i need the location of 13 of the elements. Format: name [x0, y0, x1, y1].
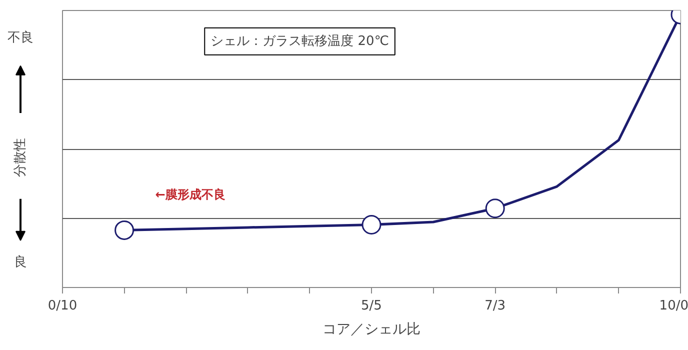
x-tick-label: 7/3 [484, 298, 506, 314]
x-tick-label: 5/5 [361, 298, 382, 314]
annotation: ←膜形成不良 [155, 188, 226, 202]
point [485, 198, 505, 218]
text: 不良 [8, 30, 34, 46]
text: 良 [14, 255, 27, 270]
point [362, 215, 382, 234]
x-tick-label: 10/0 [659, 298, 688, 314]
annotation: シェル：ガラス転移温度 20℃ [210, 32, 389, 49]
x-axis-title: コア／シェル比 [322, 322, 420, 338]
y-axis-title: 分散性 [13, 138, 28, 177]
x-tick-label: 0/10 [48, 298, 78, 314]
point [114, 220, 134, 240]
